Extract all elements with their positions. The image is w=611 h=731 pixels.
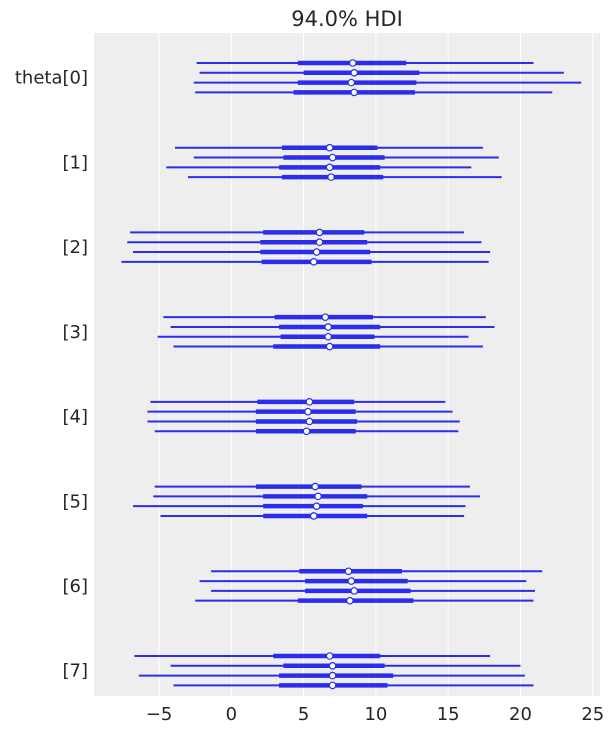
variable-label: [3]	[63, 322, 89, 343]
median-point	[312, 502, 321, 510]
median-point	[324, 332, 333, 341]
chart-title: 94.0% HDI	[291, 7, 403, 31]
x-tick-label: 20	[509, 704, 532, 725]
median-point	[348, 59, 357, 67]
median-point	[344, 567, 353, 576]
median-point	[347, 78, 356, 87]
median-point	[346, 596, 354, 605]
median-point	[328, 681, 337, 690]
grid-lines	[158, 33, 594, 696]
median-point	[305, 398, 314, 406]
x-tick-label: 5	[298, 704, 309, 725]
median-point	[309, 258, 318, 266]
hdi-marks	[121, 59, 582, 690]
median-point	[347, 577, 356, 585]
median-point	[325, 163, 334, 172]
median-point	[325, 652, 334, 660]
x-tick-label: −5	[146, 704, 173, 725]
variable-label: [5]	[63, 491, 89, 512]
median-point	[350, 88, 359, 97]
median-point	[312, 248, 321, 256]
variable-label: [7]	[63, 661, 89, 682]
median-point	[309, 512, 318, 520]
variable-label: [6]	[63, 576, 89, 597]
median-point	[302, 427, 311, 436]
x-tick-label: 25	[581, 704, 604, 725]
median-point	[304, 407, 312, 416]
median-point	[350, 587, 359, 595]
median-point	[311, 482, 319, 491]
median-point	[328, 153, 337, 162]
median-point	[314, 492, 322, 501]
median-point	[315, 228, 324, 237]
x-tick-label: 0	[226, 704, 237, 725]
median-point	[350, 69, 359, 77]
median-point	[325, 143, 334, 152]
median-point	[328, 671, 337, 680]
variable-label: [2]	[63, 237, 89, 258]
median-point	[305, 417, 314, 426]
median-point	[315, 238, 324, 247]
x-tick-label: 15	[437, 704, 460, 725]
median-point	[324, 323, 333, 331]
variable-label: [1]	[63, 152, 89, 173]
y-tick-labels: theta[0] [1] [2] [3] [4] [5] [6] [7]	[15, 68, 88, 682]
median-point	[325, 342, 334, 351]
median-point	[327, 173, 335, 181]
x-tick-labels: −5 0 5 10 15 20 25	[146, 704, 604, 725]
x-tick-label: 10	[364, 704, 387, 725]
variable-label: [4]	[63, 407, 89, 428]
variable-label: theta[0]	[15, 68, 88, 89]
median-point	[321, 313, 330, 321]
plot-background	[94, 33, 600, 696]
median-point	[328, 661, 337, 670]
